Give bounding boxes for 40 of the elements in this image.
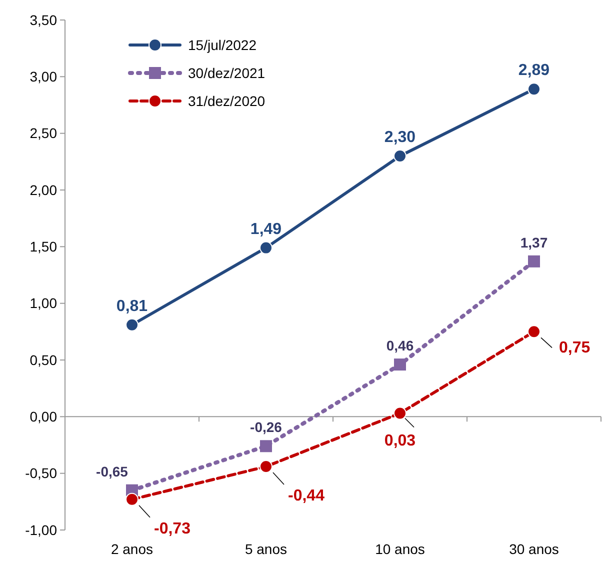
data-label: -0,26 (250, 419, 282, 436)
point (394, 150, 406, 162)
legend-label: 31/dez/2020 (188, 92, 266, 109)
data-label: 0,75 (559, 340, 590, 357)
y-tick-label: 3,00 (30, 68, 58, 85)
y-tick-label: 1,00 (30, 295, 58, 312)
data-label: -0,65 (96, 463, 128, 480)
point (528, 325, 540, 338)
data-label: -0,73 (154, 520, 191, 538)
point (126, 492, 138, 506)
x-tick-label: 10 anos (375, 541, 425, 557)
point (260, 460, 272, 474)
data-label: 0,03 (384, 432, 416, 450)
data-label: 2,30 (384, 129, 416, 146)
data-label: 1,49 (250, 220, 282, 238)
legend-label: 15/jul/2022 (188, 36, 257, 53)
data-label: 0,46 (386, 338, 414, 354)
x-tick-label: 30 anos (509, 541, 559, 557)
y-tick-label: 3,50 (30, 12, 58, 28)
point (126, 318, 138, 332)
x-tick-label: 2 anos (110, 541, 154, 557)
x-tick-label: 5 anos (244, 541, 288, 557)
point (394, 358, 406, 371)
point (260, 241, 272, 254)
data-label: -0,44 (288, 488, 325, 505)
y-tick-label: 2,00 (30, 182, 58, 198)
y-tick-label: -0,50 (25, 465, 58, 482)
point (260, 440, 272, 452)
data-label: 0,81 (116, 298, 148, 315)
point (528, 82, 540, 96)
y-tick-label: 0,50 (30, 352, 58, 368)
point (528, 255, 540, 268)
y-tick-label: 2,50 (30, 125, 58, 142)
y-tick-label: 0,00 (30, 408, 58, 425)
data-label: 1,37 (520, 234, 548, 250)
legend-label: 30/dez/2021 (188, 64, 266, 81)
y-tick-label: -1,00 (25, 522, 58, 538)
y-tick-label: 1,50 (30, 238, 58, 255)
data-label: 2,89 (518, 62, 550, 80)
point (394, 406, 406, 420)
